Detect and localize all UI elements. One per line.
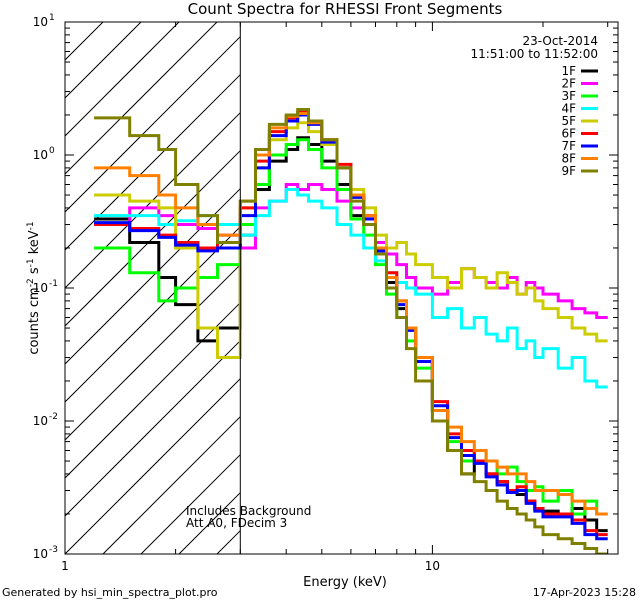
legend-label-6F: 6F (561, 127, 576, 141)
legend-label-3F: 3F (561, 89, 576, 103)
y-axis-label: counts cm-2 s-1 keV-1 (26, 221, 42, 354)
hatch-line (102, 416, 241, 554)
chart-title: Count Spectra for RHESSI Front Segments (188, 0, 503, 18)
y-tick-label: 10 (33, 148, 48, 162)
date-label: 23-Oct-2014 (522, 34, 598, 48)
hatch-line (65, 378, 241, 554)
x-axis-label: Energy (keV) (303, 575, 387, 590)
y-tick-label: 10 (33, 281, 48, 295)
time-range-label: 11:51:00 to 11:52:00 (471, 47, 598, 61)
y-tick-exponent: -1 (49, 279, 58, 289)
series-9F (94, 108, 608, 554)
hatch-line (65, 302, 241, 479)
axis-ticks (64, 21, 618, 555)
series-layer (94, 108, 608, 554)
hatch-line (65, 226, 241, 403)
y-tick-exponent: -2 (49, 412, 58, 422)
series-5F (94, 121, 608, 359)
y-axis-label-main: counts cm (27, 287, 42, 354)
y-axis-label-exp2: -1 (26, 258, 36, 267)
legend-label-9F: 9F (561, 164, 576, 178)
footer-generator: Generated by hsi_min_spectra_plot.pro (2, 586, 218, 599)
hatch-line (65, 22, 142, 99)
legend-label-8F: 8F (561, 152, 576, 166)
hatch-line (65, 264, 241, 441)
hatched-region (65, 22, 241, 554)
hatch-line (65, 150, 241, 327)
y-axis-label-end: keV (27, 230, 42, 258)
y-tick-label: 10 (33, 15, 48, 29)
annotation-background: Includes Background (186, 504, 311, 518)
hatch-line (65, 340, 241, 517)
hatch-line (65, 22, 218, 175)
hatch-line (65, 22, 104, 61)
hatch-line (65, 74, 241, 251)
legend-label-4F: 4F (561, 102, 576, 116)
footer-timestamp: 17-Apr-2023 15:28 (533, 586, 636, 599)
legend-label-5F: 5F (561, 114, 576, 128)
x-tick-label: 1 (61, 559, 69, 573)
hatch-line (65, 22, 180, 137)
annotation-attenuator: Att A0, FDecim 3 (186, 516, 287, 530)
hatch-line (216, 530, 241, 554)
hatch-line (65, 188, 241, 365)
y-tick-label: 10 (33, 547, 48, 561)
legend-label-1F: 1F (561, 64, 576, 78)
y-axis-label-exp3: -1 (26, 221, 36, 230)
hatch-line (65, 36, 241, 213)
y-tick-exponent: 0 (49, 146, 55, 156)
hatch-line (178, 492, 241, 554)
x-tick-label: 10 (425, 559, 440, 573)
hatch-line (140, 454, 241, 554)
y-axis-label-exp1: -2 (26, 278, 36, 287)
legend-label-2F: 2F (561, 77, 576, 91)
y-tick-label: 10 (33, 414, 48, 428)
y-axis-label-mid: s (27, 267, 42, 278)
y-tick-exponent: 1 (49, 13, 55, 23)
y-tick-exponent: -3 (49, 545, 58, 555)
legend-label-7F: 7F (561, 139, 576, 153)
